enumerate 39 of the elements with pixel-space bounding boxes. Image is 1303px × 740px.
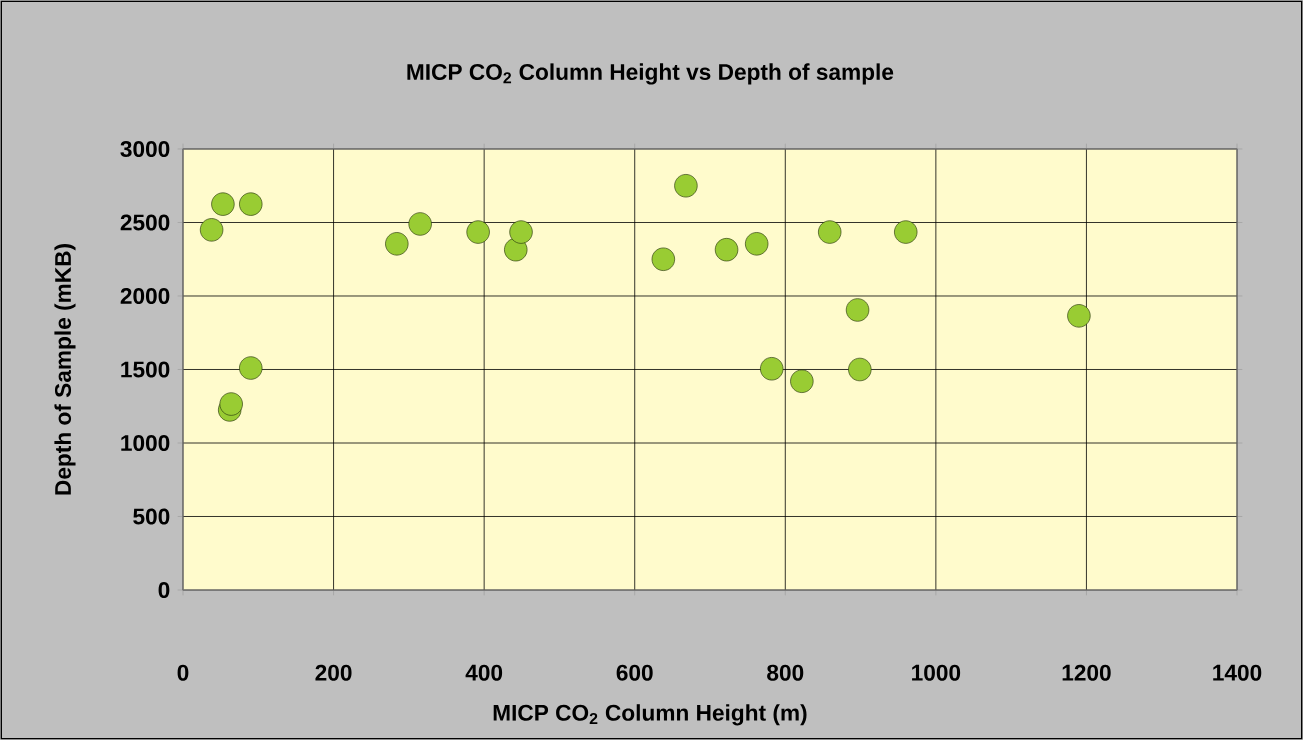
y-tick-label: 3000 [120,140,170,158]
point [199,218,224,242]
point [385,232,409,256]
point [845,298,870,322]
x-tick-label: 200 [315,664,352,681]
point [790,369,814,393]
point [760,357,784,381]
x-tick-label: 600 [616,664,653,681]
x-tick-label: 0 [177,664,189,681]
y-tick-label: 2000 [120,287,170,305]
point [408,212,432,236]
y-tick-label: 1000 [121,434,170,452]
chart-title: MICP CO$_{2}$ Column Height vs Depth of sample [407,63,894,85]
point [466,220,490,244]
point [211,192,235,216]
point [848,357,872,382]
x-tick-label: 400 [465,664,503,681]
point [504,238,528,262]
x-axis-title: MICP CO$_{2}$ Column Height (m) [493,704,807,726]
point [651,247,675,271]
x-tick-label: 1200 [1062,664,1111,681]
point [239,356,263,380]
y-tick-label: 500 [133,508,170,525]
x-tick-label: 1400 [1213,664,1262,681]
y-axis-title: Depth of Sample (mKB) [54,244,76,495]
x-tick-label: 800 [767,664,804,681]
y-tick-label: 1500 [121,361,170,378]
point [674,174,698,198]
y-tick-label: 2500 [120,214,170,231]
point [509,220,533,244]
point [714,238,739,262]
point [745,232,769,256]
point [219,392,243,416]
point [1067,304,1091,328]
point [894,220,918,244]
point [818,220,842,244]
x-tick-label: 1000 [912,664,961,681]
y-tick-label: 0 [158,581,170,599]
point [239,192,263,216]
